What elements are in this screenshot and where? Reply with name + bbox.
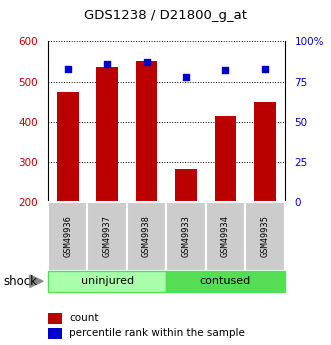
Bar bbox=[87, 202, 127, 271]
Bar bbox=[166, 271, 285, 292]
Text: uninjured: uninjured bbox=[81, 276, 134, 286]
Bar bbox=[96, 68, 118, 202]
Bar bbox=[48, 202, 87, 271]
Point bbox=[183, 74, 189, 79]
Text: GSM49933: GSM49933 bbox=[181, 215, 191, 257]
Point bbox=[223, 68, 228, 73]
Point bbox=[262, 66, 267, 71]
Bar bbox=[48, 271, 166, 292]
Point bbox=[144, 59, 149, 65]
Text: GSM49935: GSM49935 bbox=[260, 215, 269, 257]
Polygon shape bbox=[30, 275, 43, 287]
Text: shock: shock bbox=[3, 275, 37, 288]
Text: GSM49934: GSM49934 bbox=[221, 215, 230, 257]
Bar bbox=[48, 313, 62, 324]
Bar bbox=[206, 202, 245, 271]
Text: contused: contused bbox=[200, 276, 251, 286]
Bar bbox=[214, 116, 236, 202]
Bar bbox=[254, 101, 276, 202]
Text: GSM49936: GSM49936 bbox=[63, 215, 72, 257]
Bar bbox=[48, 328, 62, 339]
Point bbox=[105, 61, 110, 67]
Text: GDS1238 / D21800_g_at: GDS1238 / D21800_g_at bbox=[84, 9, 247, 22]
Bar bbox=[136, 61, 158, 202]
Text: count: count bbox=[69, 313, 99, 323]
Bar bbox=[175, 169, 197, 202]
Text: GSM49937: GSM49937 bbox=[103, 215, 112, 257]
Bar bbox=[57, 91, 78, 202]
Bar bbox=[245, 202, 285, 271]
Bar bbox=[166, 202, 206, 271]
Text: percentile rank within the sample: percentile rank within the sample bbox=[69, 328, 245, 338]
Bar bbox=[127, 202, 166, 271]
Text: GSM49938: GSM49938 bbox=[142, 215, 151, 257]
Point bbox=[65, 66, 71, 71]
